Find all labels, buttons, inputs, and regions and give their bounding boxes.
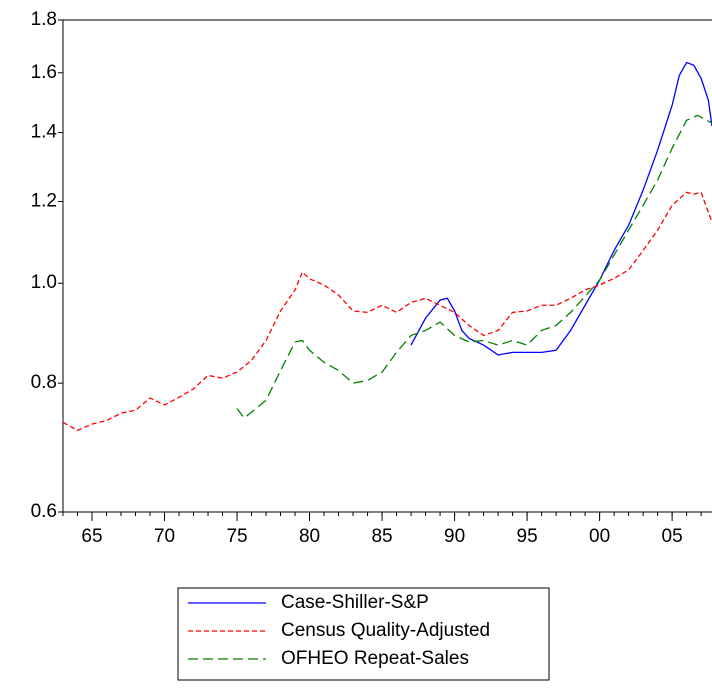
- legend-label: OFHEO Repeat-Sales: [281, 648, 469, 669]
- x-tick-label: 95: [517, 526, 538, 547]
- y-tick-label: 1.2: [31, 191, 57, 212]
- y-tick-label: 1.8: [31, 9, 57, 30]
- y-tick-label: 1.0: [31, 272, 57, 293]
- y-tick-label: 1.4: [31, 122, 58, 143]
- series-line: [410, 61, 712, 356]
- x-tick-label: 85: [371, 526, 392, 547]
- series-line: [62, 191, 712, 432]
- series-line: [236, 114, 712, 420]
- legend-label: Case-Shiller-S&P: [281, 592, 429, 613]
- legend: Case-Shiller-S&P Census Quality-Adjusted O…: [177, 587, 550, 681]
- x-tick-label: 90: [444, 526, 465, 547]
- x-tick-label: 65: [81, 526, 102, 547]
- x-tick-label: 05: [662, 526, 683, 547]
- x-tick-label: 00: [589, 526, 610, 547]
- x-tick-label: 75: [226, 526, 247, 547]
- y-tick-label: 0.8: [31, 372, 57, 393]
- x-tick-label: 70: [154, 526, 175, 547]
- plot-area: 0.6 0.8 1.0 1.2 1.4 1.6 1.8 65 70 75 80 85 90 95 00 05: [31, 9, 712, 547]
- x-tick-label: 80: [299, 526, 320, 547]
- y-tick-label: 1.6: [31, 62, 57, 83]
- legend-label: Census Quality-Adjusted: [281, 620, 490, 641]
- y-tick-label: 0.6: [31, 501, 57, 522]
